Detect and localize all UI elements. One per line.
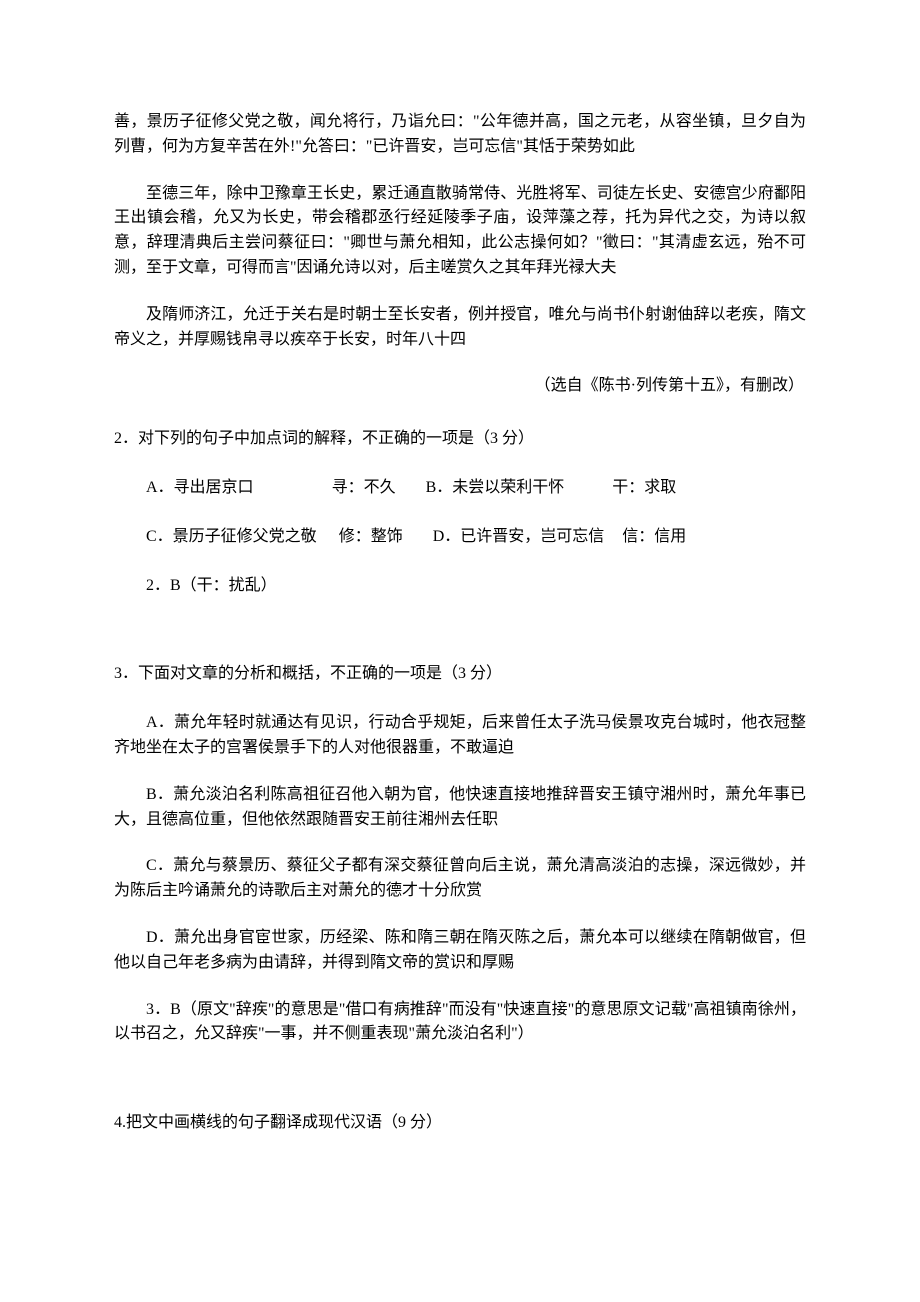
question-4-stem: 4.把文中画横线的句子翻译成现代汉语（9 分） xyxy=(114,1111,806,1136)
question-3-answer: 3．B（原文"辞疾"的意思是"借口有病推辞"而没有"快速直接"的意思原文记载"高… xyxy=(114,998,806,1048)
section-gap xyxy=(114,620,806,662)
question-3-option-c: C．萧允与蔡景历、蔡征父子都有深交蔡征曾向后主说，萧允清高淡泊的志操，深远微妙，… xyxy=(114,854,806,904)
q2-option-a-gloss: 寻：不久 xyxy=(332,479,396,496)
question-3-stem: 3．下面对文章的分析和概括，不正确的一项是（3 分） xyxy=(114,662,806,687)
q2-option-b-text: B．未尝以荣利干怀 xyxy=(426,479,565,496)
q2-option-a-text: A．寻出居京口 xyxy=(146,479,254,496)
document-page: 善，景历子征修父党之敬，闻允将行，乃诣允曰："公年德并高，国之元老，从容坐镇，旦… xyxy=(0,0,920,1302)
section-gap xyxy=(114,1069,806,1111)
question-2-options-row-2: C．景历子征修父党之敬 修：整饰 D．已许晋安，岂可忘信信：信用 xyxy=(114,525,806,550)
passage-paragraph-2: 至德三年，除中卫豫章王长史，累迁通直散骑常侍、光胜将军、司徒左长史、安德宫少府鄱… xyxy=(114,182,806,281)
question-3-option-b: B．萧允淡泊名利陈高祖征召他入朝为官，他快速直接地推辞晋安王镇守湘州时，萧允年事… xyxy=(114,783,806,833)
question-3-option-d: D．萧允出身官宦世家，历经梁、陈和隋三朝在隋灭陈之后，萧允本可以继续在隋朝做官，… xyxy=(114,926,806,976)
passage-paragraph-1: 善，景历子征修父党之敬，闻允将行，乃诣允曰："公年德并高，国之元老，从容坐镇，旦… xyxy=(114,110,806,160)
question-2-answer: 2．B（干：扰乱） xyxy=(114,574,806,599)
passage-source: （选自《陈书·列传第十五》，有删改） xyxy=(114,374,806,399)
q2-option-c-text: C．景历子征修父党之敬 xyxy=(146,528,317,545)
q2-option-c-gloss: 修：整饰 xyxy=(339,528,403,545)
question-2-stem: 2．对下列的句子中加点词的解释，不正确的一项是（3 分） xyxy=(114,427,806,452)
q2-option-d-text: D．已许晋安，岂可忘信 xyxy=(433,528,605,545)
passage-paragraph-3: 及隋师济江，允迁于关右是时朝士至长安者，例并授官，唯允与尚书仆射谢伷辞以老疾，隋… xyxy=(114,303,806,353)
question-3-option-a: A．萧允年轻时就通达有见识，行动合乎规矩，后来曾任太子洗马侯景攻克台城时，他衣冠… xyxy=(114,711,806,761)
q2-option-d-gloss: 信：信用 xyxy=(622,528,686,545)
question-2-options-row-1: A．寻出居京口 寻：不久 B．未尝以荣利干怀 干：求取 xyxy=(114,476,806,501)
q2-option-b-gloss: 干：求取 xyxy=(612,479,676,496)
